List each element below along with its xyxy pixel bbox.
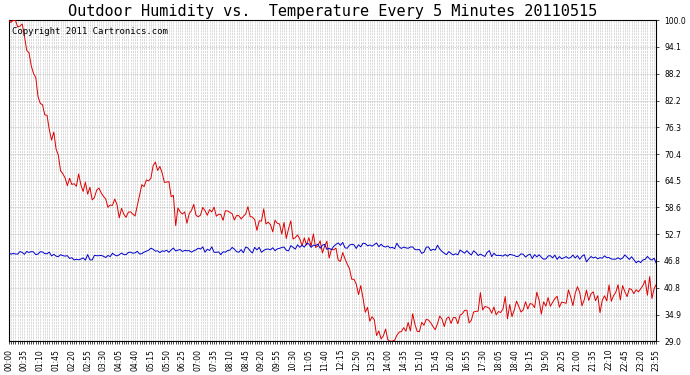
Text: Copyright 2011 Cartronics.com: Copyright 2011 Cartronics.com <box>12 27 168 36</box>
Title: Outdoor Humidity vs.  Temperature Every 5 Minutes 20110515: Outdoor Humidity vs. Temperature Every 5… <box>68 4 597 19</box>
